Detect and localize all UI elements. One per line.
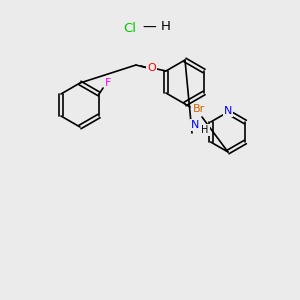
Text: F: F bbox=[105, 78, 111, 88]
Text: H: H bbox=[201, 125, 209, 135]
Text: N: N bbox=[224, 106, 232, 116]
Text: —: — bbox=[142, 21, 156, 35]
Text: O: O bbox=[148, 63, 156, 73]
Text: Cl: Cl bbox=[123, 22, 136, 34]
Text: H: H bbox=[161, 20, 171, 34]
Text: N: N bbox=[191, 120, 199, 130]
Text: Br: Br bbox=[193, 104, 205, 114]
